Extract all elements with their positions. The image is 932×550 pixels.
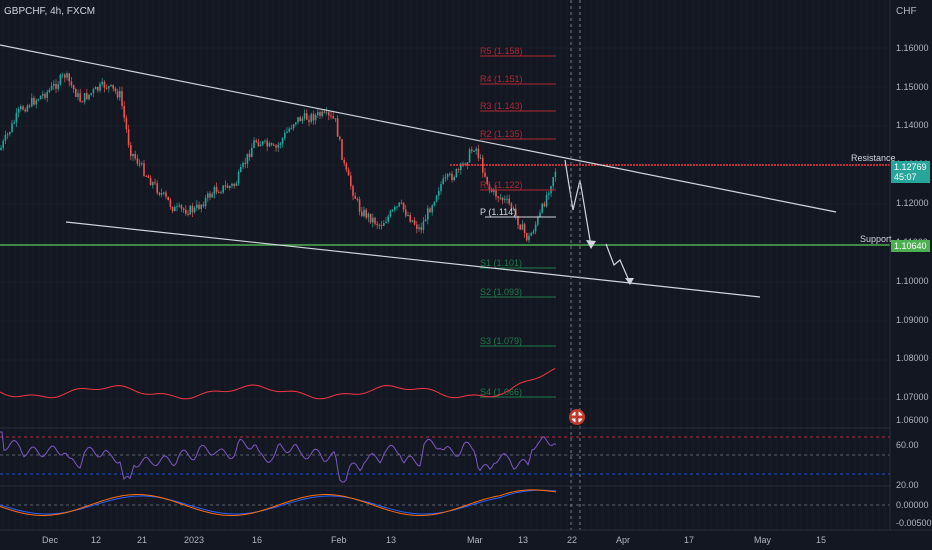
pivot-lines: R5 (1.158) R4 (1.151) R3 (1.143) R2 (1.135)… [480, 46, 556, 398]
signal-line [0, 489, 557, 516]
price-tick: 1.09000 [896, 315, 929, 325]
pivot-label: S4 (1.066) [480, 387, 522, 397]
pivot-label: S2 (1.093) [480, 287, 522, 297]
pivot-label: R2 (1.135) [480, 129, 523, 139]
projection-arrow-1[interactable] [564, 159, 592, 247]
lower-trendline[interactable] [65, 221, 761, 298]
macd-tick-0: 0.00000 [896, 500, 929, 510]
candles [0, 71, 557, 243]
currency-label: CHF [896, 6, 917, 17]
oscillator-line [0, 367, 556, 400]
time-tick: 13 [518, 535, 528, 545]
pivot-label: P (1.114) [480, 207, 516, 217]
time-tick: 17 [684, 535, 694, 545]
price-tick: 1.08000 [896, 353, 929, 363]
pivot-label: S3 (1.079) [480, 336, 522, 346]
time-tick: 15 [816, 535, 826, 545]
time-axis[interactable]: Dec 12 21 2023 16 Feb 13 Mar 13 22 Apr 17 May 15 [42, 535, 826, 545]
arrowhead-1 [586, 240, 596, 249]
pivot-label: R5 (1.158) [480, 46, 523, 56]
pivot-label: R3 (1.143) [480, 101, 523, 111]
pivot-label: S1 (1.101) [480, 258, 522, 268]
price-tick: 1.16000 [896, 43, 929, 53]
price-tick: 1.12000 [896, 198, 929, 208]
price-tick: 1.06000 [896, 415, 929, 425]
time-tick: 12 [91, 535, 101, 545]
resistance-label: Resistance [851, 153, 896, 163]
time-tick: 16 [252, 535, 262, 545]
upper-trendline[interactable] [0, 44, 837, 213]
time-tick: Apr [616, 535, 630, 545]
rsi-tick-20: 20.00 [896, 480, 919, 490]
time-tick: May [754, 535, 772, 545]
time-tick: 2023 [184, 535, 204, 545]
time-tick: Dec [42, 535, 59, 545]
time-tick: Feb [331, 535, 347, 545]
pivot-label: R4 (1.151) [480, 74, 523, 84]
current-price: 1.12769 [894, 162, 927, 172]
projection-arrow-2[interactable] [605, 243, 631, 284]
price-tick: 1.10000 [896, 276, 929, 286]
price-tick: 1.07000 [896, 392, 929, 402]
time-tick: 22 [567, 535, 577, 545]
time-tick: Mar [467, 535, 483, 545]
price-axis[interactable]: 1.160001.150001.140001.130001.120001.110… [896, 43, 929, 425]
grid [0, 0, 890, 530]
time-tick: 21 [137, 535, 147, 545]
rsi-line [0, 431, 557, 483]
rsi-tick-60: 60.00 [896, 440, 919, 450]
uk-flag-icon[interactable] [569, 409, 585, 425]
price-tick: 1.14000 [896, 120, 929, 130]
support-label: Support [860, 234, 892, 244]
arrowhead-2 [625, 278, 634, 285]
bar-countdown: 45:07 [894, 172, 917, 182]
pivot-label: R1 (1.122) [480, 180, 523, 190]
macd-tick-neg: -0.00500 [896, 518, 932, 528]
symbol-title[interactable]: GBPCHF, 4h, FXCM [4, 6, 96, 17]
time-tick: 13 [386, 535, 396, 545]
macd-line [0, 489, 557, 515]
current-price-tag: 1.12769 45:07 [891, 161, 930, 183]
price-tick: 1.15000 [896, 82, 929, 92]
support-price-tag: 1.10640 [891, 240, 930, 252]
